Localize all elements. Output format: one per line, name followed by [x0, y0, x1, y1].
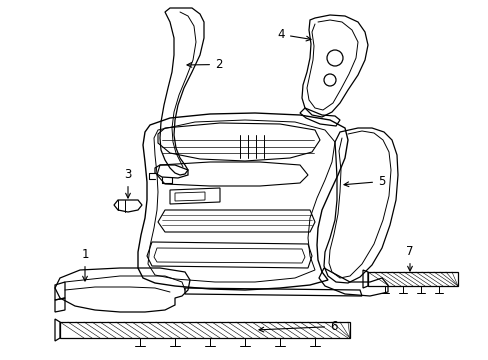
Text: 1: 1 [81, 248, 88, 281]
Text: 4: 4 [277, 28, 310, 41]
Text: 5: 5 [343, 175, 385, 188]
Text: 7: 7 [406, 245, 413, 271]
Text: 2: 2 [186, 58, 222, 71]
Text: 6: 6 [259, 320, 337, 333]
Text: 3: 3 [124, 168, 131, 198]
